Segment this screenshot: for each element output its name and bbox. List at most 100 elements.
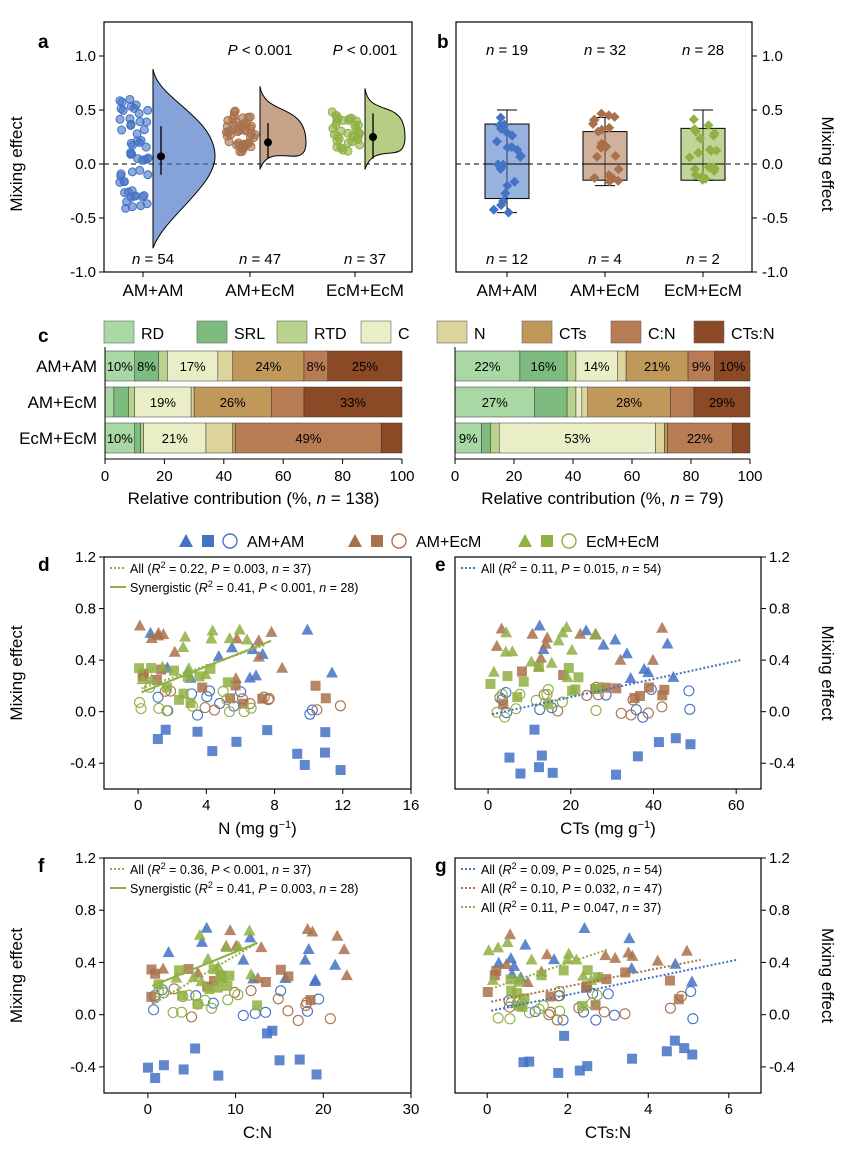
panel-e-point-square (512, 692, 523, 703)
panel-a-ytick-label: -0.5 (70, 210, 96, 227)
panel-e-point-circle (534, 703, 546, 716)
panel-c-left-segment-label: 25% (352, 359, 378, 374)
panel-a-ytick-label: 0.0 (75, 156, 96, 173)
panel-f-point-circle (272, 993, 284, 1005)
panel-f-point-square (204, 984, 215, 995)
panel-f-point-circle (183, 989, 195, 1001)
panel-f-point-circle (175, 1006, 188, 1018)
panel-g-point-square (669, 1035, 680, 1046)
panel-e-point-circle (542, 684, 554, 696)
panel-e-point-square (498, 699, 509, 710)
panel-d-point-square (160, 724, 171, 735)
legend-swatch (360, 320, 392, 344)
panel-b-point (506, 141, 517, 152)
panel-e-point-square (653, 737, 664, 748)
panel-g-point-triangle (585, 973, 598, 985)
panel-a-point (126, 120, 136, 130)
panel-d-point-square (299, 759, 310, 770)
panel-d-point-triangle (144, 626, 157, 638)
panel-f-point-circle (324, 1013, 336, 1025)
panel-f-point-square (294, 1054, 305, 1065)
panel-e-ytick-label: -0.4 (769, 755, 795, 772)
panel-d-ytick-label: 1.2 (75, 549, 96, 566)
panel-c-left-segment (217, 350, 233, 382)
panel-a-ylabel: Mixing effect (7, 116, 26, 211)
panel-c-left-segment-label: 26% (220, 395, 246, 410)
panel-d-point-circle (223, 706, 236, 718)
panel-e-point-square (515, 768, 526, 779)
panel-a-point (135, 165, 145, 175)
panel-f-point-square (208, 964, 219, 975)
panel-d-point-square (231, 736, 242, 747)
panel-d-point-square (335, 765, 346, 776)
panel-g-xlabel: CTs:N (585, 1123, 631, 1142)
panel-e-xtick-label: 40 (645, 797, 662, 814)
panel-g-point-triangle (492, 956, 505, 968)
panel-f-point-square (150, 1072, 161, 1083)
panel-c-right-xtick-label: 20 (506, 468, 523, 485)
panel-e-point-circle (642, 707, 654, 719)
panel-e-point-square (533, 762, 544, 773)
panel-a-p-label: P < 0.001 (228, 42, 293, 59)
panel-e-point-triangle (656, 621, 669, 633)
panel-b-point (709, 128, 720, 139)
panel-b-point (593, 126, 604, 137)
panel-e-point-triangle (487, 665, 500, 677)
panel-d-point-triangle (145, 632, 158, 644)
panel-e-frame (454, 556, 762, 790)
panel-c-right-segment (693, 386, 751, 418)
panel-c-right-segment-label: 22% (687, 431, 713, 446)
panel-e-point-triangle (541, 631, 554, 643)
panel-d-xlabel: N (mg g−1) (218, 819, 297, 838)
panel-f-point-circle (282, 1005, 294, 1017)
panel-d-point-square (151, 675, 162, 686)
panel-b-point (589, 172, 600, 183)
panel-e-point-triangle (642, 666, 655, 678)
legend-square-icon (541, 535, 553, 547)
panel-e-xlabel: CTs (mg g−1) (560, 819, 656, 838)
panel-d-xtick-label: 8 (270, 797, 278, 814)
panel-e-point-circle (656, 701, 668, 713)
panel-a-point (136, 135, 146, 145)
panel-c-left-xtick-label: 60 (275, 468, 292, 485)
panel-a-point (129, 103, 139, 113)
panel-e-point-square (634, 690, 645, 701)
panel-c-left-segment (113, 386, 130, 418)
legend-triangle-icon (348, 534, 362, 547)
panel-f-point-triangle (340, 969, 353, 981)
panel-d-point-circle (208, 704, 220, 716)
panel-d-point-square (310, 680, 321, 691)
panel-e-point-square (632, 751, 643, 762)
panel-f-xtick-label: 20 (315, 1101, 332, 1118)
panel-e-point-square (543, 699, 554, 710)
panel-e-ytick-label: 1.2 (769, 549, 790, 566)
panel-d-point-triangle (276, 661, 289, 673)
panel-a-violin (259, 86, 307, 170)
panel-d-point-circle (311, 704, 323, 716)
panel-g-point-square (620, 967, 631, 978)
panel-g-xtick-label: 2 (564, 1101, 572, 1118)
panel-c-right-segment (454, 422, 482, 454)
panel-f-label: f (38, 856, 45, 877)
panel-f-point-square (190, 1043, 201, 1054)
panel-b-point (596, 142, 607, 153)
panel-g-point-circle (523, 1007, 535, 1019)
panel-a-point (127, 202, 137, 212)
panel-d-stat-text: Synergistic (R2 = 0.41, P < 0.001, n = 2… (130, 579, 358, 595)
panel-e-point-square (570, 684, 581, 695)
panel-g-point-triangle (501, 935, 514, 947)
panel-f-stat-text: All (R2 = 0.36, P < 0.001, n = 37) (130, 861, 311, 877)
panel-d-point-triangle (243, 671, 256, 683)
panel-a-point (246, 129, 256, 139)
panel-g-point-triangle (599, 949, 612, 961)
panel-a-violin (364, 88, 406, 170)
panel-g-point-square (553, 1067, 564, 1078)
panel-f-point-circle (229, 986, 241, 998)
panel-c-left-xlabel: Relative contribution (%, n = 138) (128, 489, 380, 508)
panel-e-point-square (502, 671, 513, 682)
panel-c-right-segment (566, 386, 577, 418)
panel-f-point-triangle (237, 953, 250, 965)
legend-label: CTs (559, 326, 587, 343)
panel-e-point-triangle (526, 627, 539, 639)
panel-e-point-square (643, 682, 654, 693)
